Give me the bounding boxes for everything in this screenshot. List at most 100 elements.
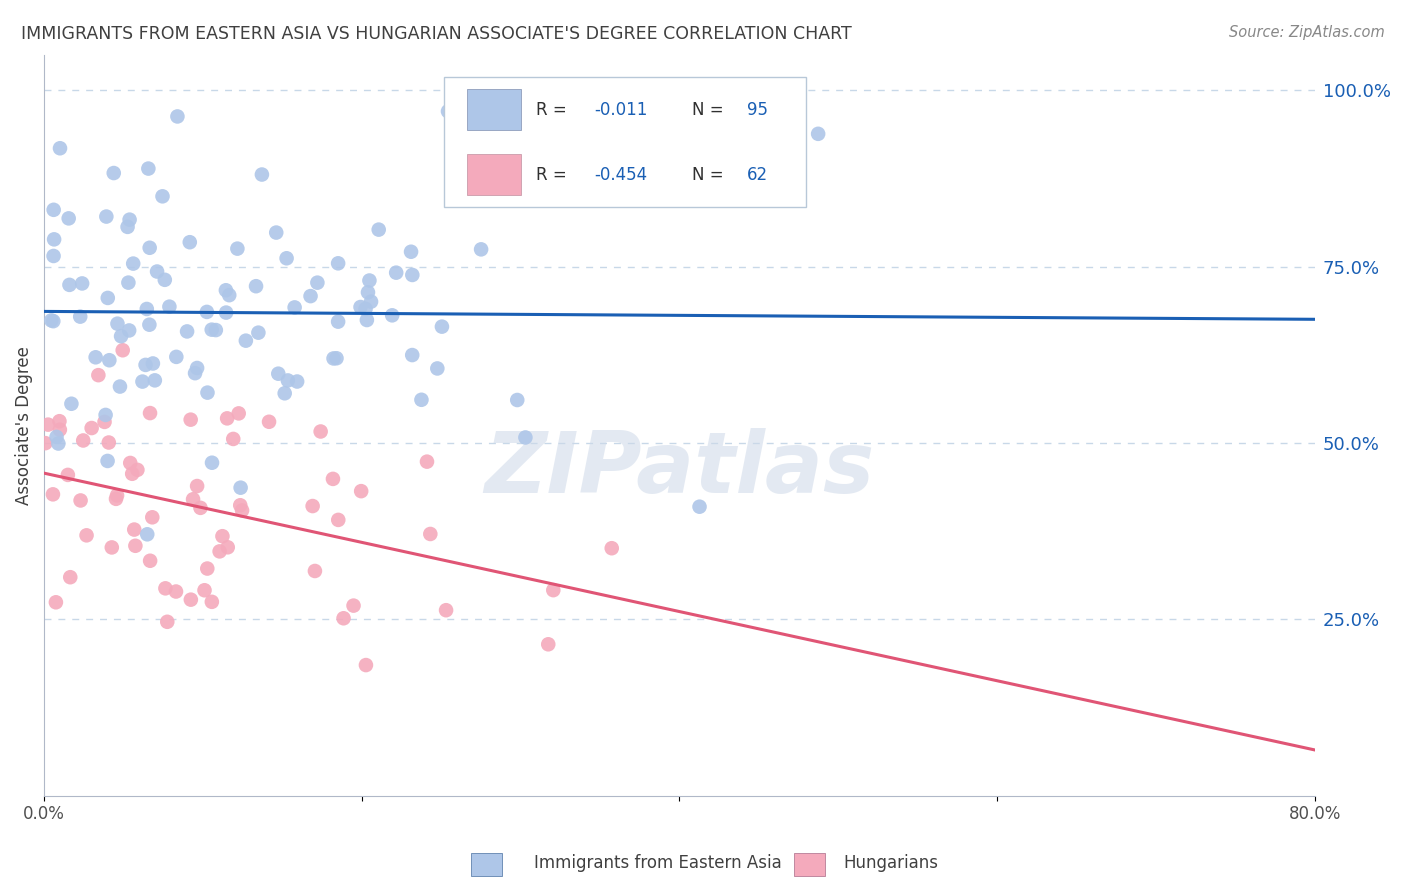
Point [141,510,163,524]
FancyBboxPatch shape [444,78,807,207]
Point [543,583,565,598]
Point [301,499,323,513]
Point [401,348,423,362]
Point [359,273,381,287]
Point [264,226,287,240]
Point [205,323,228,337]
Point [94,408,117,422]
Point [299,289,322,303]
Point [124,539,146,553]
Point [426,361,449,376]
Point [385,266,408,280]
Point [184,366,207,380]
Point [211,529,233,543]
Point [228,406,250,420]
Point [87,368,110,383]
Point [156,615,179,629]
Point [419,527,441,541]
Point [107,317,129,331]
Point [401,268,423,282]
Text: 62: 62 [747,166,768,184]
Point [354,658,377,673]
Point [411,392,433,407]
Point [42,232,65,246]
Text: N =: N = [692,101,728,119]
Point [72,434,94,448]
Text: R =: R = [536,166,572,184]
Point [180,412,202,426]
Point [58,211,80,226]
Point [437,104,460,119]
Point [181,492,204,507]
Point [118,212,141,227]
Point [332,611,354,625]
Point [304,564,326,578]
Point [97,454,120,468]
Point [59,570,82,584]
Point [197,385,219,400]
Point [217,411,239,425]
Point [229,481,252,495]
Text: -0.454: -0.454 [595,166,647,184]
Point [118,323,141,337]
Point [165,584,187,599]
Point [127,463,149,477]
Point [430,319,453,334]
Point [218,288,240,302]
Text: -0.011: -0.011 [595,101,648,119]
Point [152,189,174,203]
Point [34,436,56,450]
Point [166,110,188,124]
Point [139,554,162,568]
Point [322,351,344,366]
Text: ZIPatlas: ZIPatlas [484,428,875,511]
Point [328,513,350,527]
Point [190,500,212,515]
Point [689,500,711,514]
Point [195,305,218,319]
Point [235,334,257,348]
Point [215,283,238,297]
Point [45,430,67,444]
Point [193,583,215,598]
Point [277,374,299,388]
Point [245,279,267,293]
Point [186,361,208,376]
Point [416,455,439,469]
Point [307,276,329,290]
Point [222,432,245,446]
Point [49,423,72,437]
Y-axis label: Associate's Degree: Associate's Degree [15,346,32,505]
Point [284,301,307,315]
Point [399,244,422,259]
Point [208,544,231,558]
Point [434,603,457,617]
Point [98,353,121,368]
Point [537,637,560,651]
Text: 95: 95 [747,101,768,119]
Point [105,488,128,502]
Point [136,527,159,541]
Point [138,318,160,332]
Point [97,435,120,450]
Point [226,242,249,256]
Point [108,379,131,393]
Bar [467,154,520,195]
Point [515,430,537,444]
Point [367,222,389,236]
Text: Immigrants from Eastern Asia: Immigrants from Eastern Asia [534,855,782,872]
Point [104,491,127,506]
Point [80,421,103,435]
Point [250,168,273,182]
Point [111,343,134,358]
Point [76,528,98,542]
Point [231,503,253,517]
Point [276,252,298,266]
Point [42,487,65,501]
Point [257,415,280,429]
Point [381,309,404,323]
Point [56,467,79,482]
Point [97,291,120,305]
Point [165,350,187,364]
Point [58,277,80,292]
